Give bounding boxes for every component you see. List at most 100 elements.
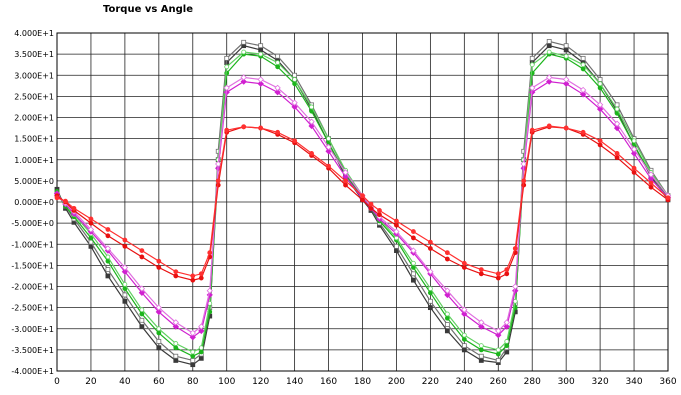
data-point	[189, 329, 196, 337]
series-8	[54, 123, 671, 279]
data-point	[512, 287, 519, 294]
data-point	[241, 124, 247, 130]
y-tick-label: 3.000E+1	[14, 71, 54, 80]
x-tick-label: 220	[422, 377, 439, 387]
data-point	[105, 233, 111, 239]
data-point	[156, 345, 162, 351]
data-point	[275, 64, 281, 70]
data-point	[495, 331, 502, 339]
data-point	[631, 165, 637, 171]
x-tick-label: 360	[659, 377, 676, 387]
data-point	[495, 347, 501, 353]
data-point	[198, 275, 204, 281]
data-point	[309, 151, 314, 156]
data-point	[503, 323, 510, 330]
data-point	[546, 49, 552, 55]
x-tick-label: 240	[456, 377, 473, 387]
data-point	[478, 319, 485, 326]
data-point	[444, 291, 451, 299]
data-point	[427, 298, 433, 304]
data-point	[258, 125, 264, 131]
x-tick-label: 20	[85, 377, 97, 387]
data-point	[258, 43, 264, 49]
data-point	[520, 160, 527, 168]
data-point	[461, 265, 467, 270]
data-point	[342, 169, 349, 176]
data-point	[504, 339, 510, 344]
data-point	[274, 89, 281, 96]
data-point	[597, 81, 603, 87]
data-point	[368, 205, 374, 211]
y-tick-label: 5.000E+0	[14, 177, 54, 186]
data-point	[292, 138, 298, 144]
data-point	[291, 103, 298, 111]
x-tick-label: 120	[252, 377, 269, 387]
data-point	[478, 358, 484, 363]
y-tick-label: 3.500E+1	[14, 50, 54, 59]
data-point	[377, 208, 382, 213]
data-point	[139, 324, 145, 330]
data-point	[444, 256, 450, 262]
data-point	[215, 160, 222, 168]
data-point	[155, 308, 162, 316]
data-point	[444, 328, 450, 334]
data-point	[121, 264, 129, 271]
data-point	[546, 123, 552, 129]
data-point	[411, 271, 416, 277]
data-point	[461, 343, 467, 349]
data-point	[224, 127, 230, 133]
data-point	[190, 353, 196, 359]
data-point	[546, 78, 553, 85]
data-point	[105, 273, 111, 279]
data-point	[614, 151, 620, 156]
data-point	[461, 306, 468, 313]
data-point	[122, 237, 128, 243]
data-point	[224, 64, 230, 70]
data-point	[122, 243, 128, 249]
y-tick-label: 1.500E+1	[14, 135, 54, 144]
data-point	[291, 99, 298, 106]
data-point	[478, 323, 485, 330]
data-point	[614, 106, 620, 112]
axes: 0 20 40 60 80 100 120 140 160 180 200 220 240 260 280 3…	[11, 29, 676, 387]
data-point	[495, 327, 502, 335]
data-point	[546, 43, 552, 49]
data-point	[360, 193, 365, 199]
data-point	[478, 347, 484, 353]
data-point	[156, 326, 162, 332]
data-point	[665, 195, 671, 201]
data-point	[597, 77, 603, 82]
y-tick-label: -3.500E+1	[11, 346, 54, 355]
data-point	[190, 358, 196, 363]
data-point	[495, 275, 501, 281]
data-point	[563, 80, 570, 87]
data-point	[512, 298, 518, 304]
x-tick-label: 140	[286, 377, 303, 387]
data-point	[139, 254, 145, 260]
y-tick-label: -2.000E+1	[11, 283, 54, 292]
data-point	[173, 269, 179, 275]
data-point	[580, 66, 586, 72]
y-tick-label: 2.500E+1	[14, 92, 54, 101]
data-point	[613, 120, 621, 127]
y-tick-label: 1.000E+1	[14, 156, 54, 165]
data-point	[326, 163, 331, 169]
data-point	[579, 86, 587, 94]
data-point	[190, 277, 196, 283]
data-point	[529, 62, 535, 68]
data-point	[444, 250, 450, 256]
x-tick-label: 280	[524, 377, 541, 387]
data-point	[580, 55, 586, 61]
data-point	[563, 125, 569, 131]
data-point	[503, 319, 510, 326]
data-point	[121, 268, 129, 275]
data-point	[122, 281, 128, 287]
data-point	[138, 285, 146, 292]
data-point	[88, 216, 94, 222]
y-tick-label: -3.000E+1	[11, 325, 54, 334]
data-point	[631, 138, 637, 144]
data-point	[173, 358, 179, 363]
data-point	[87, 226, 95, 233]
data-point	[478, 353, 484, 359]
data-point	[275, 129, 281, 135]
